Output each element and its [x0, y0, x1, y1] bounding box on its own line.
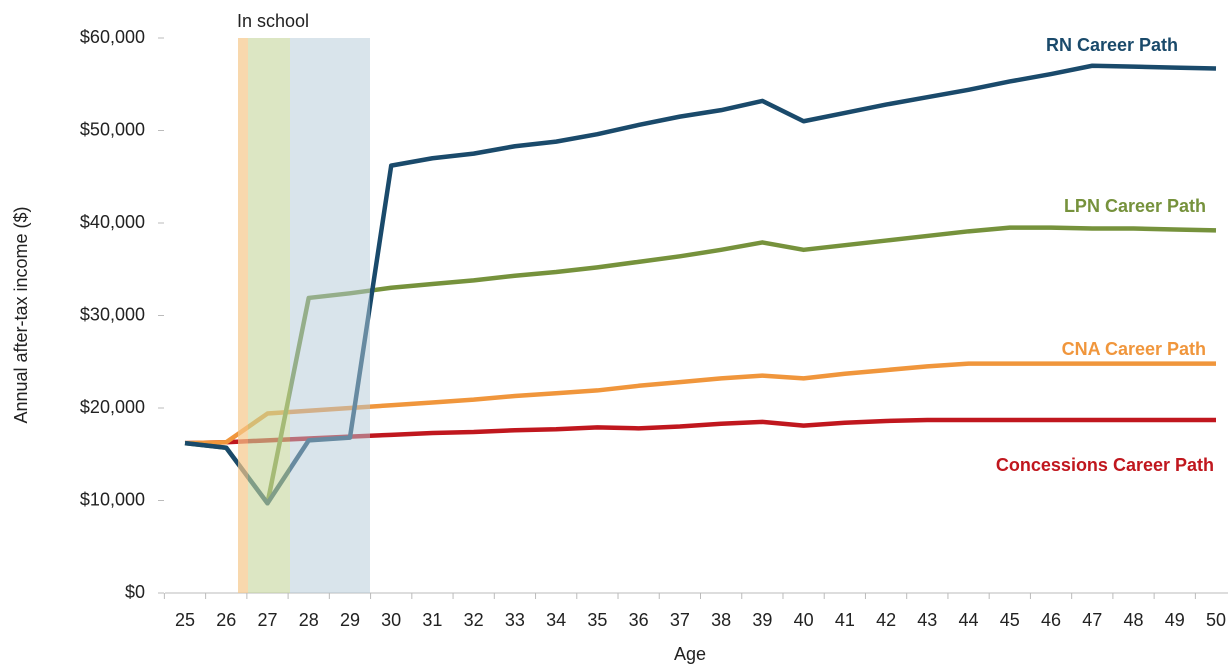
x-tick-label: 41: [835, 610, 855, 630]
y-tick-label: $60,000: [80, 27, 145, 47]
x-tick-label: 25: [175, 610, 195, 630]
y-tick-label: $0: [125, 582, 145, 602]
y-tick-label: $10,000: [80, 489, 145, 509]
x-tick-label: 46: [1041, 610, 1061, 630]
x-tick-label: 49: [1165, 610, 1185, 630]
x-tick-label: 33: [505, 610, 525, 630]
y-tick-label: $50,000: [80, 119, 145, 139]
series-label: CNA Career Path: [1062, 339, 1206, 359]
x-axis-title: Age: [674, 644, 706, 664]
x-tick-label: 40: [794, 610, 814, 630]
y-axis-title: Annual after-tax income ($): [11, 206, 31, 423]
school-band: [248, 38, 290, 593]
y-tick-label: $20,000: [80, 397, 145, 417]
x-tick-label: 47: [1082, 610, 1102, 630]
x-tick-label: 50: [1206, 610, 1226, 630]
y-tick-label: $30,000: [80, 304, 145, 324]
x-tick-label: 35: [587, 610, 607, 630]
school-bands: [238, 38, 370, 593]
x-tick-label: 30: [381, 610, 401, 630]
y-tick-label: $40,000: [80, 212, 145, 232]
x-tick-label: 27: [257, 610, 277, 630]
x-tick-label: 28: [299, 610, 319, 630]
x-tick-label: 37: [670, 610, 690, 630]
x-tick-label: 45: [1000, 610, 1020, 630]
x-tick-label: 34: [546, 610, 566, 630]
school-band: [238, 38, 248, 593]
x-tick-label: 32: [464, 610, 484, 630]
x-tick-label: 31: [422, 610, 442, 630]
x-tick-label: 43: [917, 610, 937, 630]
series-label: LPN Career Path: [1064, 196, 1206, 216]
school-band: [290, 38, 370, 593]
x-tick-label: 39: [752, 610, 772, 630]
series-label: Concessions Career Path: [996, 455, 1214, 475]
x-tick-label: 26: [216, 610, 236, 630]
series-label: RN Career Path: [1046, 35, 1178, 55]
annotation: In school: [237, 11, 309, 31]
x-tick-label: 44: [959, 610, 979, 630]
x-tick-label: 29: [340, 610, 360, 630]
x-tick-label: 42: [876, 610, 896, 630]
x-tick-label: 48: [1124, 610, 1144, 630]
x-tick-label: 36: [629, 610, 649, 630]
x-tick-label: 38: [711, 610, 731, 630]
